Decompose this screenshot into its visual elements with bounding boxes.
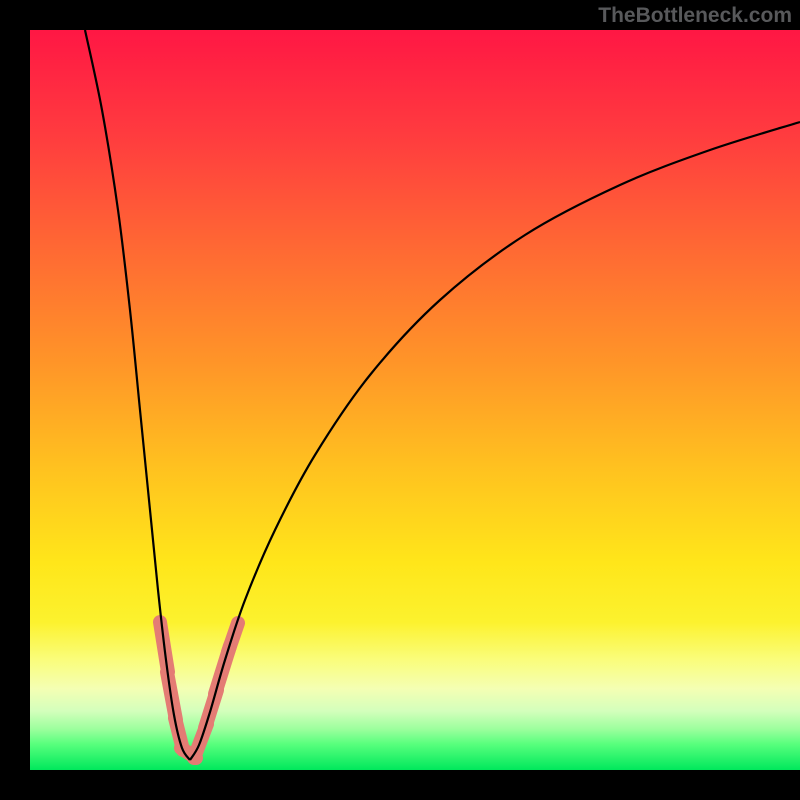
valley-markers bbox=[160, 622, 238, 758]
bottleneck-chart: TheBottleneck.com bbox=[0, 0, 800, 800]
curve-right bbox=[190, 122, 800, 760]
curve-left bbox=[85, 30, 190, 760]
watermark-text: TheBottleneck.com bbox=[598, 4, 792, 28]
curve-layer bbox=[0, 0, 800, 800]
